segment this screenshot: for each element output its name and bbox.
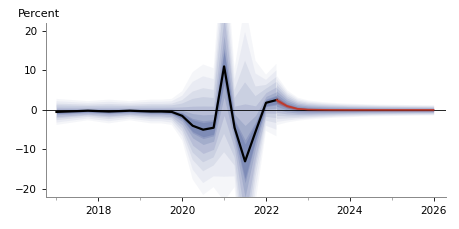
Text: Percent: Percent: [18, 9, 60, 19]
